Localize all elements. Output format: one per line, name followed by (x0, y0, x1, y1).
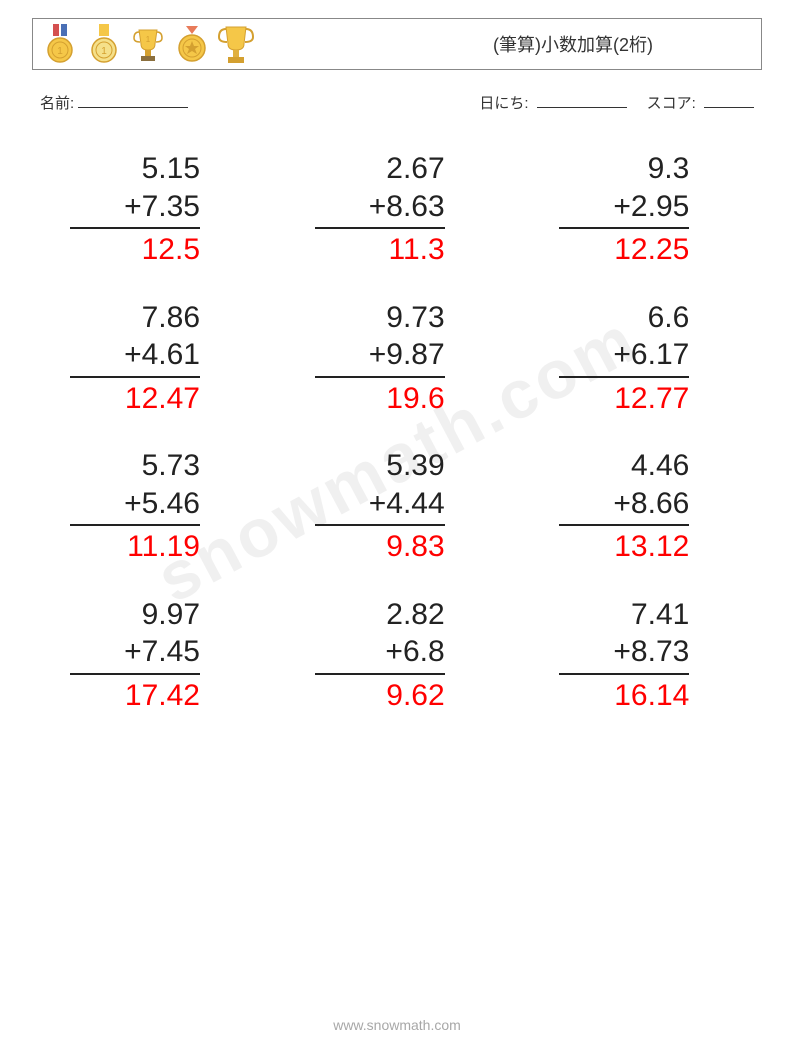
problem-divider (315, 227, 445, 229)
date-label: 日にち: (479, 95, 528, 112)
problem: 5.15+7.35 12.5 (70, 150, 235, 269)
problem-top: 2.82 (315, 596, 445, 634)
trophy-icon (217, 23, 255, 65)
problem-divider (559, 227, 689, 229)
medal-icon: 1 (85, 23, 123, 65)
problem-bottom: +8.66 (559, 485, 689, 523)
problem-top: 2.67 (315, 150, 445, 188)
problem-divider (559, 376, 689, 378)
problem-bottom: +7.45 (70, 633, 200, 671)
problem: 7.41+8.73 16.14 (559, 596, 724, 715)
problem-bottom: +6.8 (315, 633, 445, 671)
name-underline (78, 107, 188, 108)
problem-answer: 12.77 (559, 380, 689, 418)
problem-answer: 9.83 (315, 528, 445, 566)
problem: 6.6+6.17 12.77 (559, 299, 724, 418)
problem: 7.86+4.61 12.47 (70, 299, 235, 418)
trophy-icon: 1 (129, 23, 167, 65)
score-field: スコア: (647, 92, 754, 113)
problem-answer: 11.19 (70, 528, 200, 566)
problem-answer: 12.25 (559, 231, 689, 269)
date-field: 日にち: (479, 92, 626, 113)
footer-url: www.snowmath.com (0, 1017, 794, 1033)
problems-grid: 5.15+7.35 12.5 2.67+8.63 11.3 9.3+2.95 12.25 7… (70, 150, 724, 714)
problem-top: 5.15 (70, 150, 200, 188)
problem-bottom: +8.63 (315, 188, 445, 226)
problem-answer: 16.14 (559, 677, 689, 715)
header-bar: 1 1 1 (32, 18, 762, 70)
problem: 2.67+8.63 11.3 (315, 150, 480, 269)
problem-answer: 12.47 (70, 380, 200, 418)
problem-bottom: +5.46 (70, 485, 200, 523)
problem: 5.73+5.46 11.19 (70, 447, 235, 566)
problem-answer: 13.12 (559, 528, 689, 566)
problem-divider (559, 524, 689, 526)
problem-top: 5.73 (70, 447, 200, 485)
score-label: スコア: (647, 95, 696, 112)
problem-bottom: +7.35 (70, 188, 200, 226)
problem-divider (70, 227, 200, 229)
info-row: 名前: 日にち: スコア: (40, 92, 754, 113)
medal-icon: 1 (41, 23, 79, 65)
problem-divider (315, 376, 445, 378)
score-underline (704, 107, 754, 108)
problem-divider (315, 673, 445, 675)
problem: 9.97+7.45 17.42 (70, 596, 235, 715)
problem-top: 9.73 (315, 299, 445, 337)
svg-text:1: 1 (101, 46, 107, 57)
problem-bottom: +2.95 (559, 188, 689, 226)
problem-bottom: +6.17 (559, 336, 689, 374)
problem-answer: 19.6 (315, 380, 445, 418)
problem-divider (70, 524, 200, 526)
problem: 9.3+2.95 12.25 (559, 150, 724, 269)
problem-answer: 11.3 (315, 231, 445, 269)
problem-top: 6.6 (559, 299, 689, 337)
problem-bottom: +4.61 (70, 336, 200, 374)
problem: 9.73+9.87 19.6 (315, 299, 480, 418)
problem-divider (559, 673, 689, 675)
problem: 5.39+4.44 9.83 (315, 447, 480, 566)
problem-top: 5.39 (315, 447, 445, 485)
problem-top: 7.86 (70, 299, 200, 337)
problem-top: 7.41 (559, 596, 689, 634)
problem-divider (70, 673, 200, 675)
name-field: 名前: (40, 92, 188, 113)
problem-divider (315, 524, 445, 526)
problem-answer: 17.42 (70, 677, 200, 715)
name-label: 名前: (40, 92, 74, 113)
svg-text:1: 1 (146, 35, 151, 44)
date-underline (537, 107, 627, 108)
svg-text:1: 1 (57, 46, 63, 57)
worksheet-title: (筆算)小数加算(2桁) (493, 31, 653, 57)
problem-divider (70, 376, 200, 378)
problem-top: 9.97 (70, 596, 200, 634)
problem-bottom: +9.87 (315, 336, 445, 374)
problem-top: 9.3 (559, 150, 689, 188)
problem-top: 4.46 (559, 447, 689, 485)
problem-answer: 9.62 (315, 677, 445, 715)
medal-icon (173, 23, 211, 65)
problem: 4.46+8.66 13.12 (559, 447, 724, 566)
problem-answer: 12.5 (70, 231, 200, 269)
icons-row: 1 1 1 (41, 23, 255, 65)
problem: 2.82+6.8 9.62 (315, 596, 480, 715)
problem-bottom: +8.73 (559, 633, 689, 671)
problem-bottom: +4.44 (315, 485, 445, 523)
